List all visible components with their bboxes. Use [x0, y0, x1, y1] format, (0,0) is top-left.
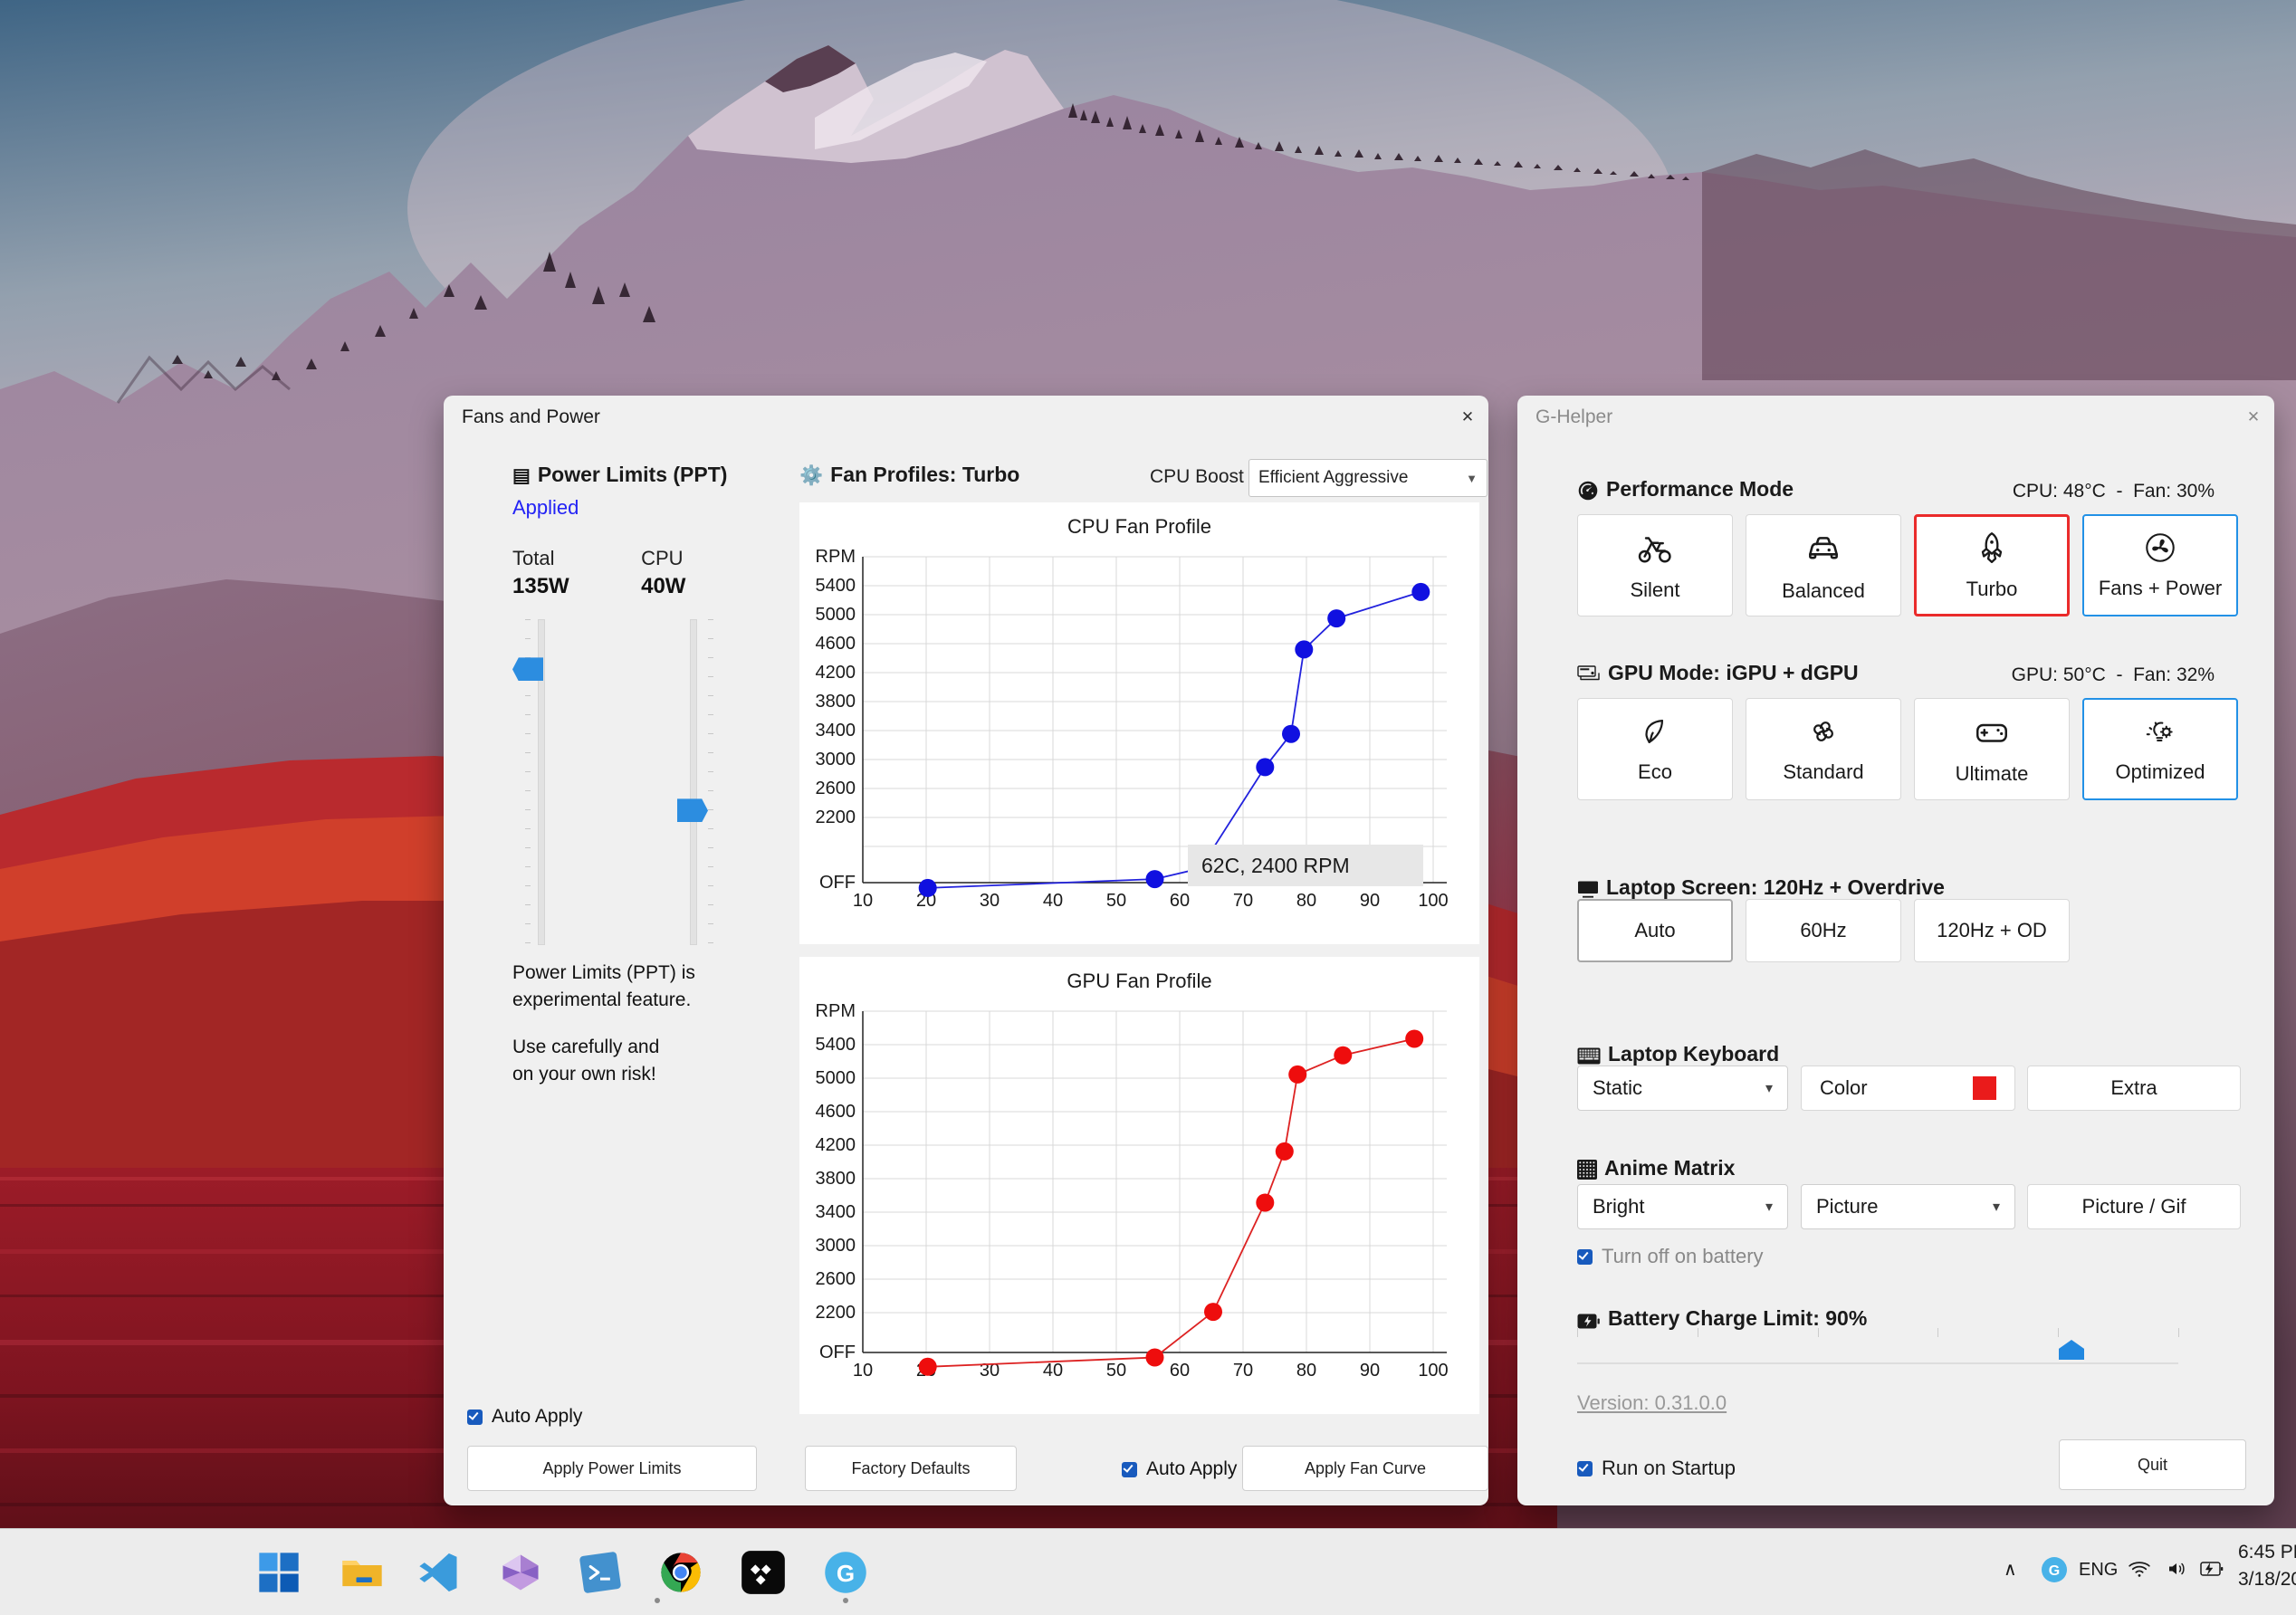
svg-text:62C, 2400 RPM: 62C, 2400 RPM	[1201, 854, 1350, 877]
svg-text:60: 60	[1170, 891, 1190, 911]
svg-text:2200: 2200	[816, 808, 856, 827]
svg-text:OFF: OFF	[819, 873, 856, 893]
svg-text:3400: 3400	[816, 721, 856, 741]
svg-text:70: 70	[1233, 891, 1253, 911]
svg-text:3800: 3800	[816, 692, 856, 712]
svg-text:2200: 2200	[816, 1303, 856, 1323]
svg-text:40: 40	[1043, 891, 1063, 911]
svg-text:5400: 5400	[816, 576, 856, 596]
svg-text:100: 100	[1418, 891, 1448, 911]
svg-text:30: 30	[980, 891, 1000, 911]
svg-text:40: 40	[1043, 1361, 1063, 1381]
svg-text:80: 80	[1296, 1361, 1316, 1381]
svg-text:4600: 4600	[816, 634, 856, 654]
svg-text:RPM: RPM	[816, 1001, 856, 1021]
svg-text:90: 90	[1360, 891, 1380, 911]
svg-text:2600: 2600	[816, 1269, 856, 1289]
svg-text:2600: 2600	[816, 779, 856, 798]
svg-text:90: 90	[1360, 1361, 1380, 1381]
svg-text:80: 80	[1296, 891, 1316, 911]
svg-text:50: 50	[1106, 891, 1126, 911]
svg-text:RPM: RPM	[816, 547, 856, 567]
svg-text:4200: 4200	[816, 1135, 856, 1155]
svg-text:70: 70	[1233, 1361, 1253, 1381]
svg-text:4200: 4200	[816, 663, 856, 683]
svg-text:50: 50	[1106, 1361, 1126, 1381]
svg-text:5400: 5400	[816, 1035, 856, 1055]
svg-text:10: 10	[853, 1361, 873, 1381]
svg-text:60: 60	[1170, 1361, 1190, 1381]
svg-text:3000: 3000	[816, 1236, 856, 1256]
svg-text:100: 100	[1418, 1361, 1448, 1381]
svg-text:5000: 5000	[816, 605, 856, 625]
svg-text:G: G	[2049, 1563, 2060, 1579]
svg-text:5000: 5000	[816, 1068, 856, 1088]
svg-text:3000: 3000	[816, 750, 856, 769]
svg-text:OFF: OFF	[819, 1343, 856, 1362]
svg-text:4600: 4600	[816, 1102, 856, 1122]
svg-text:G: G	[837, 1560, 855, 1587]
svg-text:3400: 3400	[816, 1202, 856, 1222]
svg-text:3800: 3800	[816, 1169, 856, 1189]
svg-text:10: 10	[853, 891, 873, 911]
